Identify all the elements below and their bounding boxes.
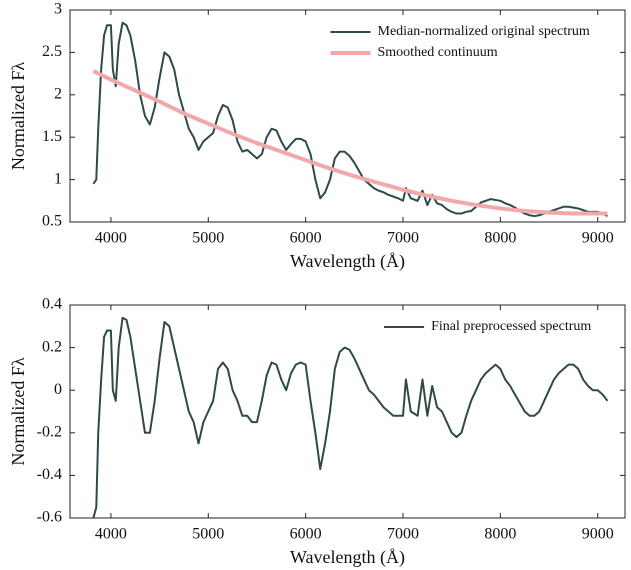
y-tick-label: 1.5 [42,128,62,145]
legend-label: Smoothed continuum [378,45,498,60]
y-tick-label: -0.4 [37,466,62,483]
x-tick-label: 7000 [387,230,419,247]
x-tick-label: 7000 [387,526,419,543]
x-tick-label: 6000 [290,526,322,543]
x-tick-label: 4000 [95,230,127,247]
legend-label: Final preprocessed spectrum [431,319,591,334]
y-tick-label: 0 [54,381,62,398]
y-tick-label: 2.5 [42,43,62,60]
x-tick-label: 6000 [290,230,322,247]
axes-frame [69,304,626,519]
x-tick-label: 5000 [192,230,224,247]
y-axis-label: Normalized Fλ [8,62,28,170]
x-tick-label: 9000 [582,526,614,543]
x-tick-label: 8000 [484,230,516,247]
y-tick-label: 3 [54,1,62,18]
y-tick-label: 0.4 [42,296,62,313]
y-tick-label: 1 [54,170,62,187]
y-tick-label: -0.6 [37,509,62,526]
series-line [92,316,609,519]
x-tick-label: 9000 [582,230,614,247]
x-tick-label: 4000 [95,526,127,543]
x-tick-label: 5000 [192,526,224,543]
x-axis-label: Wavelength (Å) [290,251,405,272]
x-tick-label: 8000 [484,526,516,543]
y-tick-label: 2 [54,85,62,102]
series-line [92,69,608,216]
x-axis-label: Wavelength (Å) [290,547,405,568]
y-tick-label: -0.2 [37,423,62,440]
y-tick-label: 0.2 [42,338,62,355]
y-tick-label: 0.5 [42,213,62,230]
y-axis-label: Normalized Fλ [8,357,28,465]
axes-frame [69,9,626,223]
legend-label: Median-normalized original spectrum [378,24,590,39]
